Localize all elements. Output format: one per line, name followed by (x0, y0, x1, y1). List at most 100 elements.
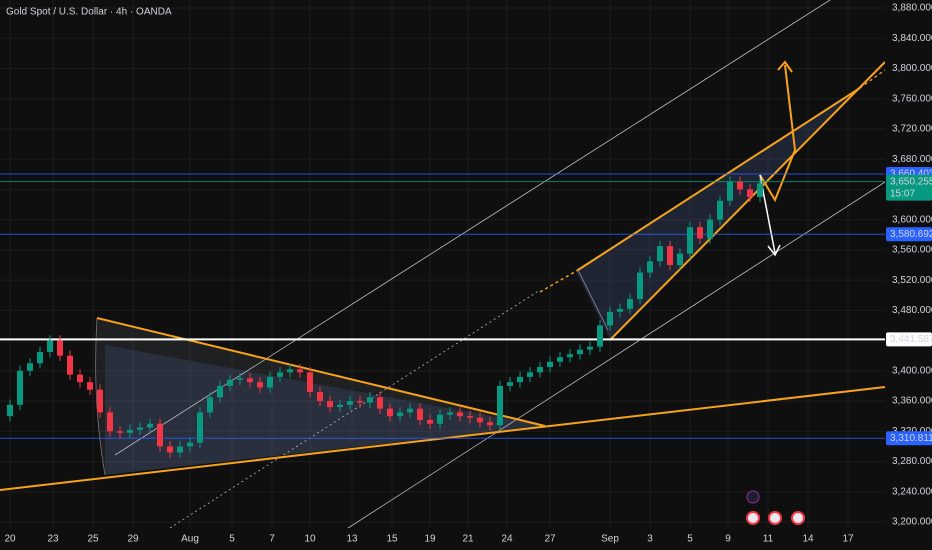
x-tick-label: 11 (763, 534, 774, 545)
time-axis (0, 528, 932, 550)
x-tick-label: 5 (687, 534, 693, 545)
events (746, 490, 805, 525)
candle-body (437, 414, 443, 424)
candle-body (597, 325, 603, 347)
candle-body (527, 372, 533, 377)
resistance-trendline (96, 317, 546, 427)
candle-body (37, 351, 43, 364)
candles (7, 176, 763, 458)
candle-body (657, 246, 663, 262)
x-tick-label: 10 (304, 534, 316, 545)
candle-body (387, 408, 393, 417)
x-tick-label: 3 (647, 534, 653, 545)
axes: 3,200.0003,240.0003,280.0003,320.0003,36… (4, 3, 932, 545)
candle-body (187, 442, 193, 447)
candle-body (497, 385, 503, 426)
candle-body (137, 427, 143, 430)
x-tick-label: 15 (386, 534, 398, 545)
x-tick-label: 24 (501, 534, 513, 545)
candle-body (407, 408, 413, 413)
price-axis (885, 0, 932, 550)
candle-body (147, 423, 153, 428)
price-label: 3,310.811 (890, 433, 932, 444)
y-tick-label: 3,400.000 (892, 365, 932, 376)
price-label: 3,441.587 (890, 334, 932, 345)
candle-body (517, 376, 523, 383)
countdown: 15:07 (890, 188, 915, 199)
candle-body (97, 389, 103, 413)
event-icon (791, 511, 805, 525)
candle-body (257, 382, 263, 388)
x-tick-label: Sep (601, 534, 619, 545)
candle-body (487, 422, 493, 426)
candle-body (337, 404, 343, 408)
candle-body (717, 200, 723, 220)
price-label-box (886, 431, 932, 446)
x-tick-label: 17 (842, 534, 854, 545)
y-tick-label: 3,360.000 (892, 396, 932, 407)
y-tick-label: 3,720.000 (892, 124, 932, 135)
candle-body (177, 446, 183, 453)
candle-body (537, 367, 543, 373)
candle-body (157, 423, 163, 447)
x-tick-label: 25 (87, 534, 99, 545)
candle-body (617, 308, 623, 312)
y-tick-label: 3,280.000 (892, 456, 932, 467)
x-tick-label: 23 (47, 534, 59, 545)
candle-body (107, 412, 113, 432)
x-tick-label: 21 (462, 534, 474, 545)
x-tick-label: Aug (181, 534, 199, 545)
candle-body (687, 227, 693, 254)
arrow-head (777, 60, 793, 73)
candle-body (7, 404, 13, 417)
y-tick-label: 3,600.000 (892, 214, 932, 225)
candle-body (667, 246, 673, 265)
y-tick-label: 3,520.000 (892, 275, 932, 286)
candle-body (577, 349, 583, 355)
candle-body (227, 379, 233, 386)
price-label: 3,660.403 (890, 169, 932, 180)
arrow-head (767, 244, 781, 257)
candle-body (357, 401, 363, 403)
candle-body (737, 181, 743, 190)
candle-body (87, 382, 93, 390)
x-tick-label: 5 (229, 534, 235, 545)
candle-body (747, 189, 753, 197)
candle-body (507, 382, 513, 386)
candle-body (317, 391, 323, 402)
x-tick-label: 20 (4, 534, 16, 545)
candle-body (457, 412, 463, 417)
price-label: 3,650.255 (890, 176, 932, 187)
candle-body (327, 401, 333, 408)
y-tick-label: 3,680.000 (892, 154, 932, 165)
y-tick-label: 3,240.000 (892, 486, 932, 497)
y-tick-label: 3,480.000 (892, 305, 932, 316)
wedge-upper (577, 87, 861, 271)
price-label-box (886, 332, 932, 347)
x-tick-label: 14 (802, 534, 814, 545)
event-icon (768, 511, 782, 525)
triangle-shade (105, 345, 545, 475)
measure-line (577, 269, 609, 331)
candle-body (267, 376, 273, 388)
chart-title: Gold Spot / U.S. Dollar · 4h · OANDA (6, 7, 172, 18)
price-label-box (886, 227, 932, 242)
grid (0, 0, 885, 528)
candle-body (277, 372, 283, 377)
candle-body (587, 346, 593, 350)
candle-body (647, 261, 653, 273)
candle-body (17, 370, 23, 405)
candle-body (607, 311, 613, 326)
candle-body (217, 385, 223, 398)
candle-body (127, 429, 133, 433)
candle-body (397, 412, 403, 417)
candle-body (247, 378, 253, 383)
y-tick-label: 3,760.000 (892, 93, 932, 104)
candle-body (307, 372, 313, 392)
candle-body (117, 431, 123, 433)
candle-body (547, 361, 553, 368)
bullish-arrow (759, 64, 797, 203)
candle-body (557, 357, 563, 362)
price-lines (0, 173, 885, 439)
